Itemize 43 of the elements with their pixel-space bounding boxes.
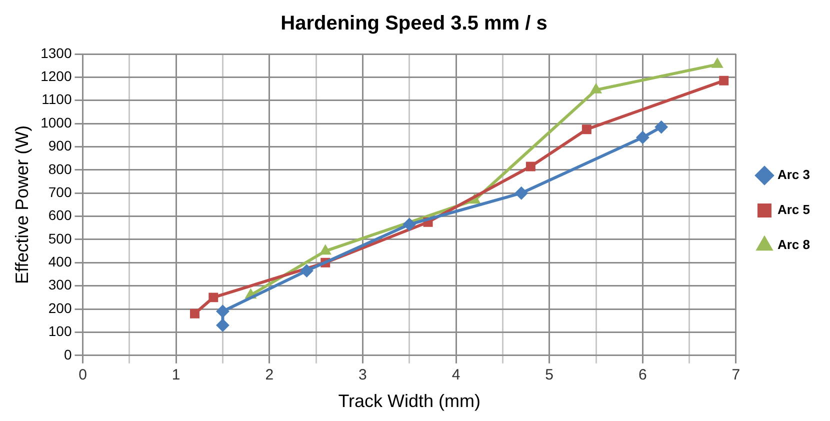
y-tick-label: 900	[48, 138, 72, 154]
x-tick-label: 2	[265, 366, 274, 384]
y-tick-label: 1200	[40, 68, 72, 84]
x-tick-label: 7	[732, 366, 740, 384]
point	[514, 186, 528, 200]
point	[216, 304, 230, 318]
x-tick-label: 1	[172, 366, 180, 384]
point	[582, 124, 592, 134]
point	[590, 83, 602, 94]
x-tick-label: 3	[358, 366, 367, 384]
x-tick-label: 4	[452, 366, 460, 384]
y-tick-label: 200	[48, 300, 72, 316]
y-tick-label: 800	[48, 160, 72, 177]
y-tick-label: 300	[48, 276, 72, 293]
chart-title: Hardening Speed 3.5 mm / s	[280, 12, 548, 35]
point	[300, 264, 314, 278]
y-tick-label: 1100	[42, 91, 72, 108]
y-axis-title: Effective Power (W)	[12, 125, 32, 284]
point	[526, 162, 536, 172]
y-tick-label: 600	[48, 207, 72, 224]
point	[719, 76, 729, 86]
x-tick-label: 6	[638, 366, 647, 384]
y-tick-label: 0	[64, 346, 72, 362]
legend-label: Arc 5	[777, 202, 810, 218]
legend-label: Arc 3	[777, 167, 810, 182]
point	[208, 292, 218, 302]
point	[402, 218, 416, 231]
y-tick-label: 1300	[40, 44, 72, 61]
y-tick-label: 400	[48, 254, 72, 270]
legend-label: Arc 8	[777, 237, 810, 252]
point	[320, 244, 332, 255]
y-tick-label: 700	[48, 184, 72, 200]
point	[654, 120, 668, 134]
x-tick-label: 0	[78, 366, 87, 384]
y-tick-label: 500	[48, 230, 72, 246]
x-tick-label: 5	[545, 366, 554, 384]
point	[216, 318, 230, 332]
y-tick-label: 100	[48, 323, 72, 340]
point	[636, 130, 650, 144]
point	[712, 58, 724, 68]
y-tick-label: 1000	[40, 114, 72, 130]
x-axis-title: Track Width (mm)	[338, 391, 481, 412]
point	[190, 308, 200, 318]
